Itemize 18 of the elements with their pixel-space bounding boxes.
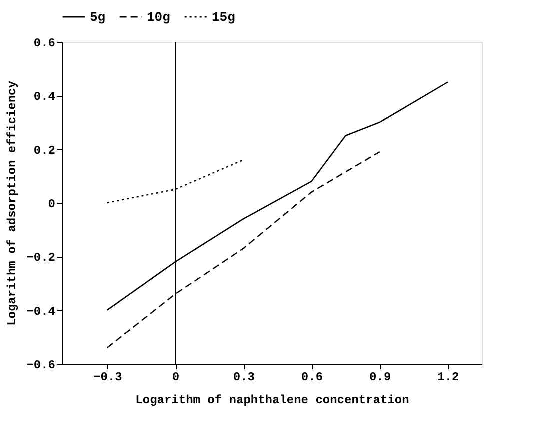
legend-label: 10g [147,10,171,25]
x-tick-label: 0.9 [370,370,392,384]
y-tick-label: 0.6 [34,36,56,50]
x-tick-label: 0 [172,370,180,384]
x-tick-label: 1.2 [438,370,460,384]
x-axis-title: Logarithm of naphthalene concentration [136,394,410,408]
x-tick-label: 0.3 [233,370,255,384]
x-tick-label: −0.3 [94,370,122,384]
y-tick-label: 0.4 [34,90,56,104]
y-axis-title: Logarithm of adsorption efficiency [6,81,20,326]
y-tick-label: 0 [48,198,56,212]
x-tick-label: 0.6 [301,370,324,384]
y-tick-label: −0.6 [26,358,56,372]
y-tick-label: −0.4 [26,304,56,319]
y-tick-label: −0.2 [26,251,56,266]
y-tick-label: 0.2 [34,144,56,158]
legend-label: 15g [212,10,236,25]
legend-label: 5g [90,10,106,25]
